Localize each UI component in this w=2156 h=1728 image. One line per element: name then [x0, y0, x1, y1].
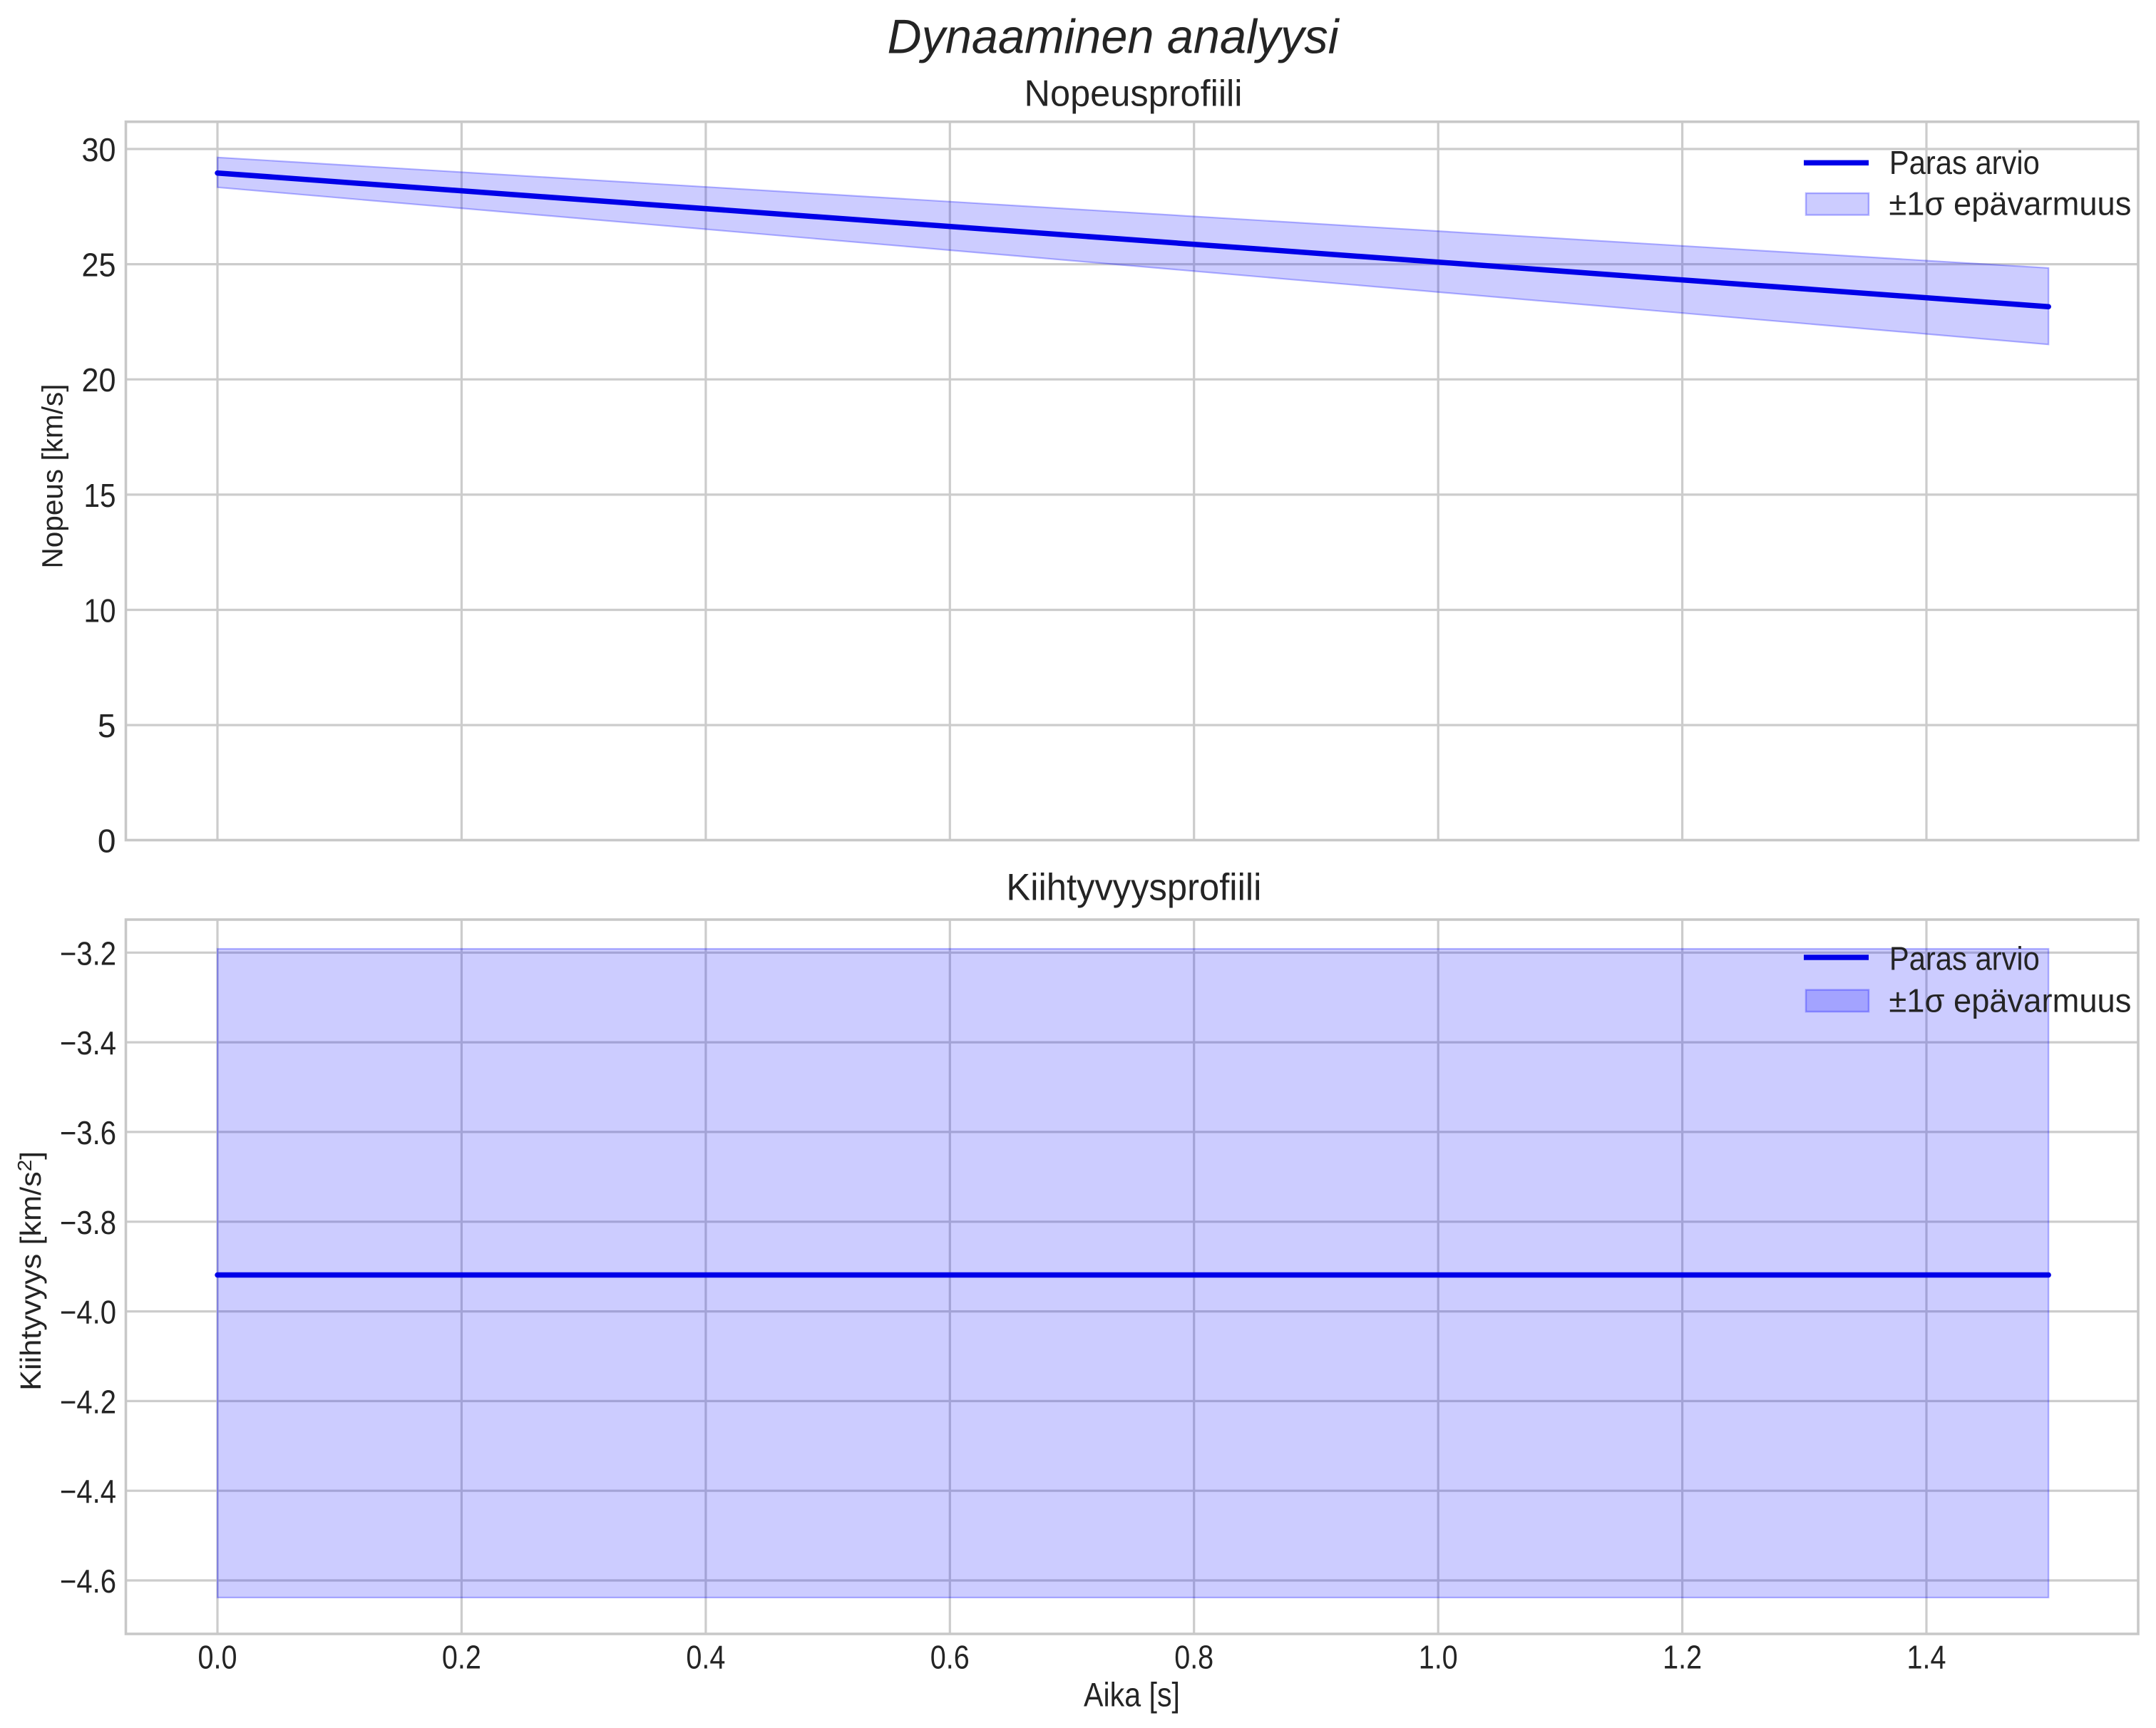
svg-text:Kiihtyvyys [km/s2]: Kiihtyvyys [km/s2] — [14, 1151, 47, 1391]
svg-text:1.4: 1.4 — [1907, 1639, 1946, 1676]
svg-text:−4.4: −4.4 — [60, 1473, 116, 1510]
svg-text:Dynaaminen analyysi: Dynaaminen analyysi — [888, 10, 1340, 64]
svg-text:±1σ epävarmuus: ±1σ epävarmuus — [1889, 185, 2131, 222]
svg-text:Nopeusprofiili: Nopeusprofiili — [1025, 73, 1243, 115]
svg-text:−3.8: −3.8 — [60, 1204, 116, 1241]
svg-text:10: 10 — [84, 592, 116, 629]
svg-text:−3.6: −3.6 — [60, 1114, 116, 1151]
svg-text:−4.6: −4.6 — [60, 1563, 116, 1600]
svg-text:0.8: 0.8 — [1174, 1639, 1213, 1676]
svg-text:20: 20 — [82, 361, 116, 398]
svg-text:Aika [s]: Aika [s] — [1084, 1676, 1180, 1714]
svg-text:−4.0: −4.0 — [60, 1294, 116, 1331]
svg-text:−3.4: −3.4 — [60, 1024, 116, 1061]
svg-text:Nopeus [km/s]: Nopeus [km/s] — [36, 384, 69, 569]
svg-text:±1σ epävarmuus: ±1σ epävarmuus — [1889, 982, 2131, 1019]
svg-text:0.4: 0.4 — [686, 1639, 725, 1676]
svg-text:0.0: 0.0 — [198, 1639, 237, 1676]
svg-text:0: 0 — [98, 823, 116, 860]
svg-text:30: 30 — [82, 131, 116, 168]
svg-text:−3.2: −3.2 — [60, 935, 116, 972]
svg-text:1.0: 1.0 — [1419, 1639, 1458, 1676]
svg-text:0.6: 0.6 — [930, 1639, 970, 1676]
svg-text:−4.2: −4.2 — [60, 1383, 116, 1420]
svg-text:0.2: 0.2 — [442, 1639, 481, 1676]
svg-text:5: 5 — [98, 707, 116, 744]
svg-text:15: 15 — [84, 477, 116, 514]
svg-text:Kiihtyvyysprofiili: Kiihtyvyysprofiili — [1006, 867, 1261, 909]
svg-text:25: 25 — [82, 247, 116, 284]
svg-text:Paras arvio: Paras arvio — [1889, 144, 2040, 181]
svg-text:1.2: 1.2 — [1663, 1639, 1702, 1676]
svg-text:Paras arvio: Paras arvio — [1889, 940, 2040, 977]
